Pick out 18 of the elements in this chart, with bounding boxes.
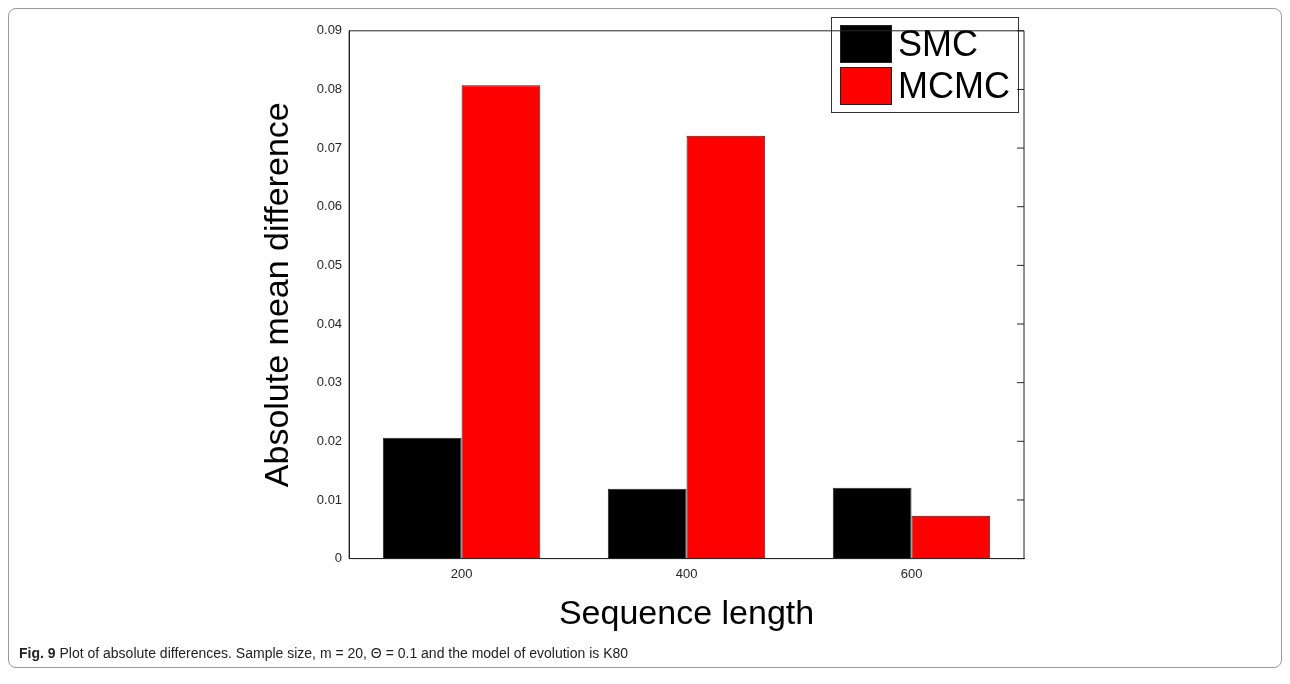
y-tick-label: 0.08 <box>316 81 343 97</box>
y-tick-label: 0.02 <box>316 432 343 448</box>
y-tick-label: 0.07 <box>316 139 343 155</box>
y-axis-title: Absolute mean difference <box>256 102 295 488</box>
y-tick-label: 0 <box>334 550 343 566</box>
y-tick-label: 0.04 <box>316 315 343 331</box>
y-tick-label: 0.06 <box>316 198 343 214</box>
legend-label: MCMC <box>898 65 1010 106</box>
x-tick-label: 200 <box>450 565 473 581</box>
x-tick-label: 600 <box>900 565 923 581</box>
y-tick-label: 0.01 <box>316 491 343 507</box>
x-axis-title: Sequence length <box>558 592 815 631</box>
y-tick-label: 0.03 <box>316 374 343 390</box>
legend-label: SMC <box>898 23 979 64</box>
x-tick-label: 400 <box>675 565 698 581</box>
y-tick-label: 0.05 <box>316 256 343 272</box>
y-tick-label: 0.09 <box>316 22 343 38</box>
caption: Fig. 9 Plot of absolute differences. Sample size, m = 20, Θ = 0.1 and the model of evolution is K80 <box>18 644 630 663</box>
